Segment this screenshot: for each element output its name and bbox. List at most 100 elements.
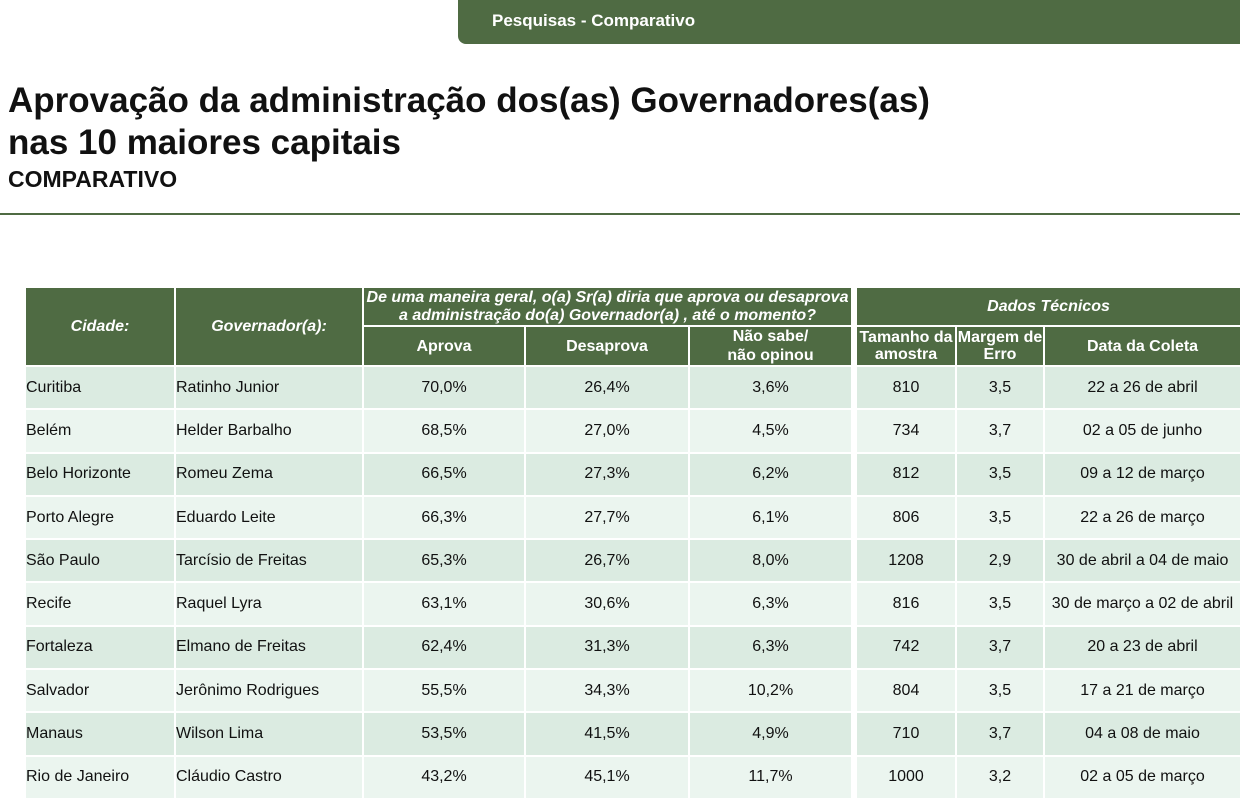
- cell-governor: Cláudio Castro: [174, 754, 364, 800]
- cell-dont-know: 11,7%: [688, 754, 853, 800]
- approval-table: Cidade: Governador(a): De uma maneira ge…: [24, 286, 1240, 800]
- page-title: Aprovação da administração dos(as) Gover…: [8, 80, 1208, 164]
- table-row: Curitiba Ratinho Junior 70,0% 26,4% 3,6%…: [24, 364, 1240, 411]
- header-date: Data da Coleta: [1042, 325, 1240, 367]
- cell-city: Belo Horizonte: [24, 451, 176, 497]
- cell-city: Fortaleza: [24, 624, 176, 671]
- table-row: Porto Alegre Eduardo Leite 66,3% 27,7% 6…: [24, 494, 1240, 541]
- cell-city: Belém: [24, 408, 176, 454]
- cell-dont-know: 6,2%: [688, 451, 853, 497]
- header-disapprove: Desaprova: [524, 325, 690, 367]
- cell-gap: [851, 408, 857, 454]
- cell-date: 17 a 21 de março: [1042, 668, 1240, 714]
- cell-gap: [851, 581, 857, 627]
- cell-gap: [851, 668, 857, 714]
- cell-approve: 62,4%: [362, 624, 526, 671]
- page-title-line2: nas 10 maiores capitais: [8, 123, 401, 162]
- header-divider: [0, 213, 1240, 215]
- table-row: Manaus Wilson Lima 53,5% 41,5% 4,9% 710 …: [24, 711, 1240, 757]
- cell-sample: 810: [855, 364, 957, 411]
- cell-disapprove: 26,4%: [524, 364, 690, 411]
- cell-date: 22 a 26 de março: [1042, 494, 1240, 541]
- cell-dont-know: 4,9%: [688, 711, 853, 757]
- cell-margin: 3,5: [955, 364, 1045, 411]
- cell-approve: 53,5%: [362, 711, 526, 757]
- cell-gap: [851, 538, 857, 584]
- cell-sample: 734: [855, 408, 957, 454]
- cell-city: Porto Alegre: [24, 494, 176, 541]
- cell-disapprove: 34,3%: [524, 668, 690, 714]
- cell-approve: 66,5%: [362, 451, 526, 497]
- cell-disapprove: 30,6%: [524, 581, 690, 627]
- cell-dont-know: 8,0%: [688, 538, 853, 584]
- cell-date: 20 a 23 de abril: [1042, 624, 1240, 671]
- cell-date: 30 de abril a 04 de maio: [1042, 538, 1240, 584]
- section-tab: Pesquisas - Comparativo: [458, 0, 1240, 44]
- cell-governor: Wilson Lima: [174, 711, 364, 757]
- cell-sample: 806: [855, 494, 957, 541]
- cell-sample: 816: [855, 581, 957, 627]
- cell-gap: [851, 364, 857, 411]
- cell-disapprove: 27,3%: [524, 451, 690, 497]
- page-title-line1: Aprovação da administração dos(as) Gover…: [8, 81, 930, 120]
- cell-margin: 3,5: [955, 668, 1045, 714]
- table-row: Fortaleza Elmano de Freitas 62,4% 31,3% …: [24, 624, 1240, 671]
- cell-gap: [851, 754, 857, 800]
- cell-disapprove: 31,3%: [524, 624, 690, 671]
- cell-gap: [851, 451, 857, 497]
- cell-city: Curitiba: [24, 364, 176, 411]
- cell-approve: 70,0%: [362, 364, 526, 411]
- cell-disapprove: 26,7%: [524, 538, 690, 584]
- cell-city: Rio de Janeiro: [24, 754, 176, 800]
- cell-governor: Elmano de Freitas: [174, 624, 364, 671]
- cell-date: 30 de março a 02 de abril: [1042, 581, 1240, 627]
- cell-margin: 3,5: [955, 451, 1045, 497]
- cell-disapprove: 41,5%: [524, 711, 690, 757]
- header-gap: [851, 286, 857, 367]
- table-row: Belém Helder Barbalho 68,5% 27,0% 4,5% 7…: [24, 408, 1240, 454]
- cell-city: Recife: [24, 581, 176, 627]
- header-dont-know-line1: Não sabe/: [732, 328, 809, 345]
- cell-sample: 742: [855, 624, 957, 671]
- header-question-line2: a administração do(a) Governador(a) , at…: [399, 306, 816, 324]
- table-row: Salvador Jerônimo Rodrigues 55,5% 34,3% …: [24, 668, 1240, 714]
- cell-sample: 804: [855, 668, 957, 714]
- cell-dont-know: 3,6%: [688, 364, 853, 411]
- cell-margin: 3,5: [955, 581, 1045, 627]
- cell-gap: [851, 624, 857, 671]
- cell-gap: [851, 494, 857, 541]
- cell-margin: 3,2: [955, 754, 1045, 800]
- header-sample-line2: amostra: [874, 346, 938, 363]
- header-dont-know: Não sabe/ não opinou: [688, 325, 853, 367]
- header-margin-line2: Erro: [983, 346, 1017, 363]
- table-row: Belo Horizonte Romeu Zema 66,5% 27,3% 6,…: [24, 451, 1240, 497]
- cell-sample: 1000: [855, 754, 957, 800]
- cell-margin: 3,7: [955, 408, 1045, 454]
- cell-date: 02 a 05 de março: [1042, 754, 1240, 800]
- cell-dont-know: 10,2%: [688, 668, 853, 714]
- cell-dont-know: 6,1%: [688, 494, 853, 541]
- section-tab-label: Pesquisas - Comparativo: [492, 11, 696, 30]
- header-governor: Governador(a):: [174, 286, 364, 367]
- cell-margin: 3,7: [955, 711, 1045, 757]
- header-technical: Dados Técnicos: [854, 286, 1240, 327]
- cell-margin: 3,7: [955, 624, 1045, 671]
- cell-approve: 55,5%: [362, 668, 526, 714]
- header-sample-line1: Tamanho da: [859, 329, 953, 346]
- cell-governor: Romeu Zema: [174, 451, 364, 497]
- cell-date: 04 a 08 de maio: [1042, 711, 1240, 757]
- cell-dont-know: 4,5%: [688, 408, 853, 454]
- cell-governor: Raquel Lyra: [174, 581, 364, 627]
- cell-disapprove: 27,7%: [524, 494, 690, 541]
- header-question-line1: De uma maneira geral, o(a) Sr(a) diria q…: [366, 288, 849, 306]
- cell-approve: 68,5%: [362, 408, 526, 454]
- table-row: Rio de Janeiro Cláudio Castro 43,2% 45,1…: [24, 754, 1240, 800]
- header-approve: Aprova: [362, 325, 526, 367]
- cell-approve: 66,3%: [362, 494, 526, 541]
- table-row: São Paulo Tarcísio de Freitas 65,3% 26,7…: [24, 538, 1240, 584]
- cell-date: 22 a 26 de abril: [1042, 364, 1240, 411]
- cell-governor: Jerônimo Rodrigues: [174, 668, 364, 714]
- header-question: De uma maneira geral, o(a) Sr(a) diria q…: [362, 286, 853, 327]
- cell-approve: 63,1%: [362, 581, 526, 627]
- header-margin-line1: Margem de: [957, 329, 1043, 346]
